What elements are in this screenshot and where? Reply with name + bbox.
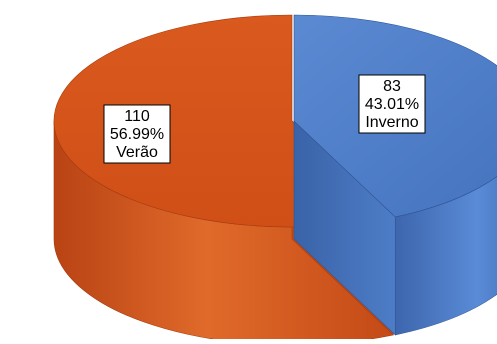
- data-label-category: Inverno: [365, 114, 418, 131]
- data-label-percent: 56.99%: [110, 126, 164, 143]
- data-label-box: [358, 74, 426, 134]
- data-label-percent: 43.01%: [365, 96, 419, 113]
- data-label-box: [103, 104, 171, 164]
- data-label-value: 83: [383, 78, 401, 95]
- data-label-value: 110: [124, 108, 150, 125]
- data-label-category: Verão: [116, 144, 158, 161]
